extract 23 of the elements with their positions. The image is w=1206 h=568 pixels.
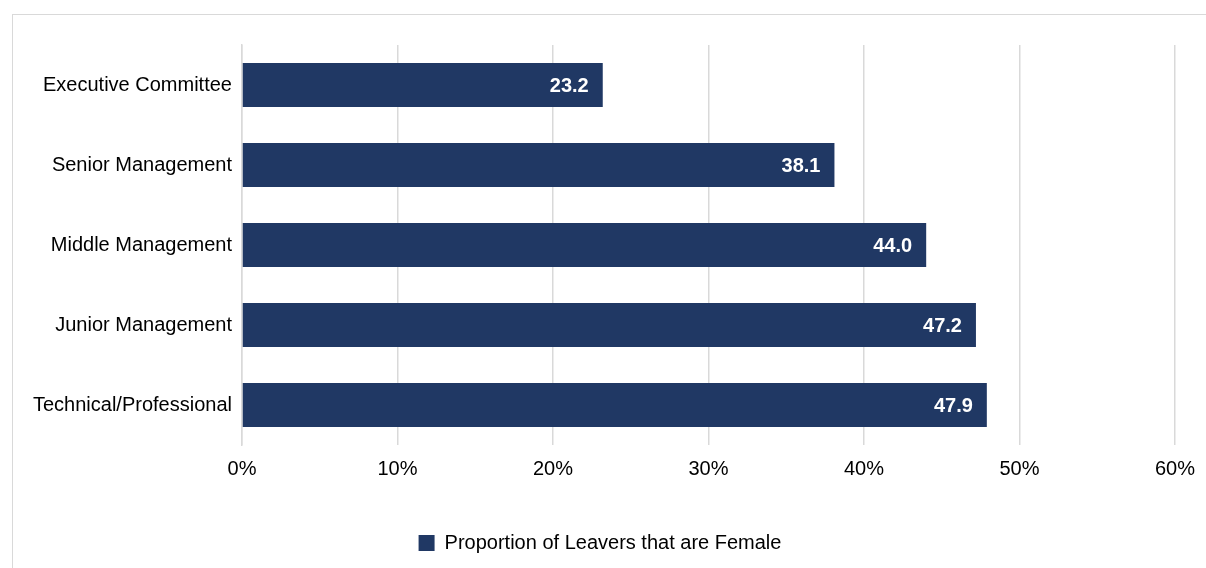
bar xyxy=(242,383,987,427)
y-tick-label: Middle Management xyxy=(50,232,233,255)
legend-label: Proportion of Leavers that are Female xyxy=(444,530,782,553)
x-tick-label: 30% xyxy=(688,456,729,479)
y-tick-label: Junior Management xyxy=(55,312,233,335)
y-tick-label: Senior Management xyxy=(51,152,233,175)
data-label: 23.2 xyxy=(549,73,589,96)
x-tick-label: 50% xyxy=(999,456,1040,479)
x-tick-label: 20% xyxy=(532,456,574,479)
data-label: 44.0 xyxy=(873,233,913,256)
x-tick-label: 60% xyxy=(1154,456,1196,479)
x-tick-label: 10% xyxy=(377,456,418,479)
data-label: 47.2 xyxy=(923,313,962,336)
bar xyxy=(242,223,927,267)
data-label: 47.9 xyxy=(933,393,973,416)
bar xyxy=(242,63,603,107)
data-label: 38.1 xyxy=(781,153,821,176)
x-tick-label: 40% xyxy=(843,456,885,479)
bar xyxy=(242,143,835,187)
bar xyxy=(242,303,976,347)
y-tick-label: Technical/Professional xyxy=(32,392,232,415)
x-tick-label: 0% xyxy=(227,456,257,479)
y-tick-label: Executive Committee xyxy=(43,72,232,95)
